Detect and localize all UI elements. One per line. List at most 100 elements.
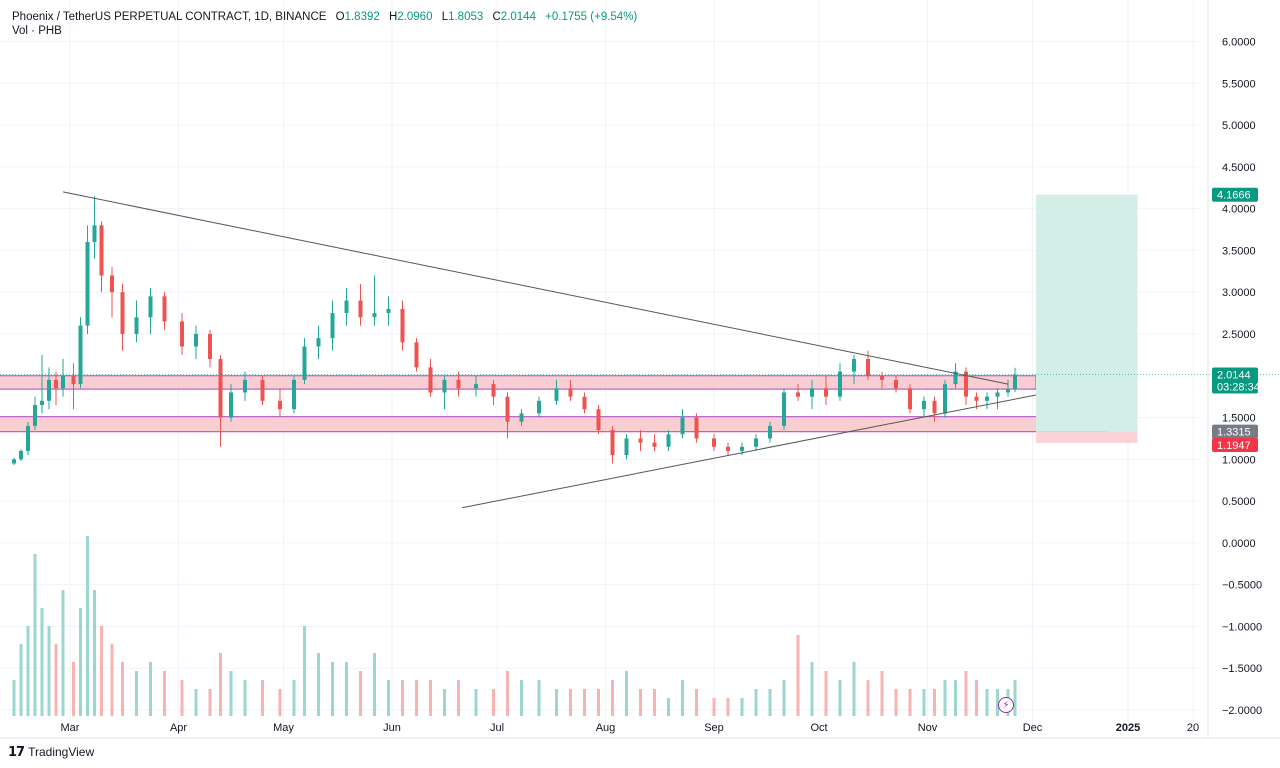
time-scale-label: 20 <box>1187 722 1199 734</box>
candle-body <box>330 313 335 339</box>
volume-bar <box>975 680 978 716</box>
volume-bar <box>86 536 89 716</box>
volume-bar <box>79 608 82 716</box>
volume-bar <box>40 608 44 716</box>
candle-body <box>12 459 16 464</box>
volume-bar <box>796 635 800 716</box>
candle-body <box>985 396 989 401</box>
time-scale-label: Jul <box>490 722 504 734</box>
volume-bar <box>457 680 460 716</box>
tradingview-logo-icon: 𝟭𝟳 <box>8 744 25 759</box>
candle-body <box>120 292 125 334</box>
time-scale-label: Dec <box>1023 722 1043 734</box>
volume-bar <box>12 680 16 716</box>
time-scale-label: Aug <box>596 722 616 734</box>
candle-body <box>866 359 870 376</box>
candle-body <box>99 225 104 276</box>
time-scale-label: Mar <box>61 722 80 734</box>
time-scale-label: May <box>273 722 294 734</box>
volume-bar <box>681 680 684 716</box>
volume-bar <box>229 671 233 716</box>
lightning-icon[interactable]: ⚡ <box>998 697 1014 713</box>
candle-body <box>680 417 685 435</box>
stop-price-tag: 1.1947 <box>1212 438 1258 453</box>
volume-bar <box>33 554 37 716</box>
volume-bar <box>569 689 572 716</box>
candle-body <box>740 446 744 451</box>
volume-bar <box>415 680 418 716</box>
candle-body <box>78 325 83 385</box>
volume-bar <box>303 626 306 716</box>
time-scale-label: 2025 <box>1116 722 1140 734</box>
volume-bar <box>1013 680 1017 716</box>
volume-bar <box>331 662 334 716</box>
tradingview-brand[interactable]: 𝟭𝟳 TradingView <box>8 744 94 760</box>
candle-body <box>712 438 716 447</box>
support-zone <box>0 416 1107 433</box>
volume-bar <box>54 644 58 716</box>
entry-price-tag: 1.3315 <box>1212 424 1258 439</box>
target-price-tag-text: 4.1666 <box>1217 190 1251 202</box>
price-scale-label: 0.5000 <box>1222 496 1256 508</box>
volume-bar <box>639 689 642 716</box>
candle-body <box>316 338 321 347</box>
open-key: O <box>335 11 345 23</box>
time-scale-label: Sep <box>704 722 724 734</box>
candle-body <box>208 333 212 360</box>
volume-bar <box>135 671 138 716</box>
volume-bar <box>537 680 541 716</box>
volume-bar <box>163 671 166 716</box>
price-scale-label: −1.5000 <box>1222 663 1262 675</box>
volume-bar <box>933 689 936 716</box>
price-scale-label: 4.5000 <box>1222 162 1256 174</box>
volume-bar <box>768 689 772 716</box>
close-key: C <box>492 11 501 23</box>
time-scale-label: Oct <box>810 722 827 734</box>
volume-bar <box>782 680 786 716</box>
change-value: +0.1755 (+9.54%) <box>545 11 638 23</box>
low-key: L <box>441 11 449 23</box>
volume-bar <box>180 680 184 716</box>
volume-bar <box>667 698 670 716</box>
price-scale-label: 6.0000 <box>1222 37 1256 49</box>
symbol-title[interactable]: Phoenix / TetherUS PERPETUAL CONTRACT, 1… <box>12 11 327 23</box>
candle-body <box>85 242 90 326</box>
candle-body <box>148 296 153 318</box>
volume-label[interactable]: Vol · PHB <box>12 25 62 37</box>
price-scale-label: 1.5000 <box>1222 413 1256 425</box>
candle-body <box>442 379 447 393</box>
candle-body <box>726 446 730 451</box>
time-scale-label: Nov <box>918 722 938 734</box>
candle-body <box>824 388 828 397</box>
price-scale-label: 1.0000 <box>1222 454 1256 466</box>
candle-body <box>180 321 184 347</box>
low-value: 1.8053 <box>448 11 484 23</box>
candle-body <box>768 425 772 439</box>
volume-bar <box>583 689 586 716</box>
volume-bar <box>208 689 212 716</box>
candle-body <box>40 400 44 405</box>
volume-bar <box>243 680 247 716</box>
candle-body <box>491 384 496 397</box>
candle-body <box>372 313 377 318</box>
volume-bar <box>985 689 989 716</box>
volume-bar <box>894 689 898 716</box>
candle-body <box>754 438 758 447</box>
candle-body <box>54 379 58 389</box>
price-scale-label: −2.0000 <box>1222 705 1262 717</box>
volume-bar <box>26 626 30 716</box>
candle-body <box>428 367 433 393</box>
volume-bar <box>93 590 96 716</box>
price-scale-label: 5.0000 <box>1222 120 1256 132</box>
volume-bar <box>740 698 744 716</box>
brand-name: TradingView <box>28 745 95 759</box>
volume-bar <box>880 671 884 716</box>
trendline <box>461 394 1037 509</box>
volume-bar <box>726 698 730 716</box>
candle-body <box>505 396 510 422</box>
candle-body <box>71 375 76 385</box>
last-price-tag-countdown: 03:28:34 <box>1217 382 1260 394</box>
volume-bar <box>345 662 348 716</box>
stop-zone <box>1036 431 1138 444</box>
